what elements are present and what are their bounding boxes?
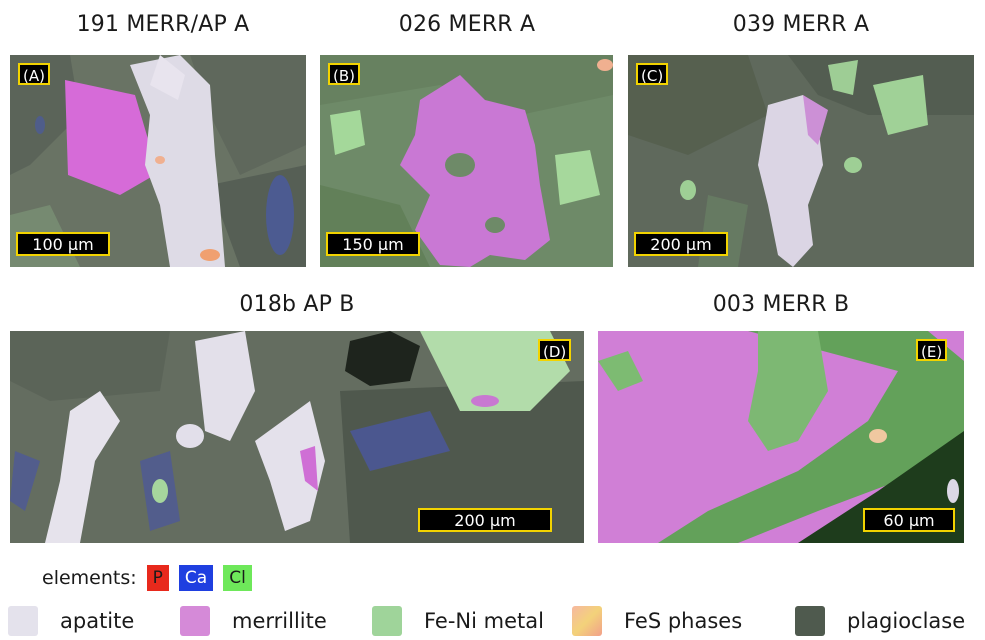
panel-c-image: (C) 200 µm (628, 55, 974, 267)
panel-e-scalebar: 60 µm (863, 508, 955, 532)
panel-d-image: (D) 200 µm (10, 331, 584, 543)
mineral-legend: apatite merrillite Fe-Ni metal FeS phase… (0, 605, 985, 637)
panel-c-title: 039 MERR A (732, 12, 870, 37)
panel-a-scalebar: 100 µm (16, 232, 110, 256)
legend-label: FeS phases (624, 609, 743, 633)
panel-c-tag: (C) (636, 63, 669, 85)
elements-label: elements: (42, 567, 137, 589)
panel-c-scalebar: 200 µm (634, 232, 728, 256)
panel-e-image: (E) 60 µm (598, 331, 964, 543)
panel-e-tag: (E) (916, 339, 948, 361)
legend-label: apatite (60, 609, 135, 633)
panel-a-image: (A) 100 µm (10, 55, 306, 267)
panel-d-tag: (D) (538, 339, 572, 361)
panel-a-title: 191 MERR/AP A (76, 12, 250, 37)
element-ca-chip: Ca (178, 565, 214, 591)
elements-key: elements: P Ca Cl (42, 563, 252, 593)
merrillite-swatch (180, 606, 210, 636)
plagioclase-swatch (795, 606, 825, 636)
panel-b-title: 026 MERR A (398, 12, 536, 37)
legend-item-fes-phases: FeS phases (572, 605, 742, 637)
element-p-chip: P (146, 565, 169, 591)
panel-b-scalebar: 150 µm (326, 232, 420, 256)
legend-item-merrillite: merrillite (180, 605, 327, 637)
fe-ni-metal-swatch (372, 606, 402, 636)
panel-e-title: 003 MERR B (712, 292, 850, 317)
panel-d-title: 018b AP B (239, 292, 355, 317)
fes-phases-swatch (572, 606, 602, 636)
apatite-swatch (8, 606, 38, 636)
panel-b-tag: (B) (328, 63, 360, 85)
panel-a-tag: (A) (18, 63, 50, 85)
legend-item-plagioclase: plagioclase (795, 605, 965, 637)
legend-item-fe-ni-metal: Fe-Ni metal (372, 605, 544, 637)
legend-label: Fe-Ni metal (424, 609, 544, 633)
panel-b-image: (B) 150 µm (320, 55, 613, 267)
panel-d-scalebar: 200 µm (418, 508, 552, 532)
element-cl-chip: Cl (223, 565, 252, 591)
legend-label: merrillite (232, 609, 327, 633)
legend-label: plagioclase (847, 609, 966, 633)
legend-item-apatite: apatite (8, 605, 134, 637)
